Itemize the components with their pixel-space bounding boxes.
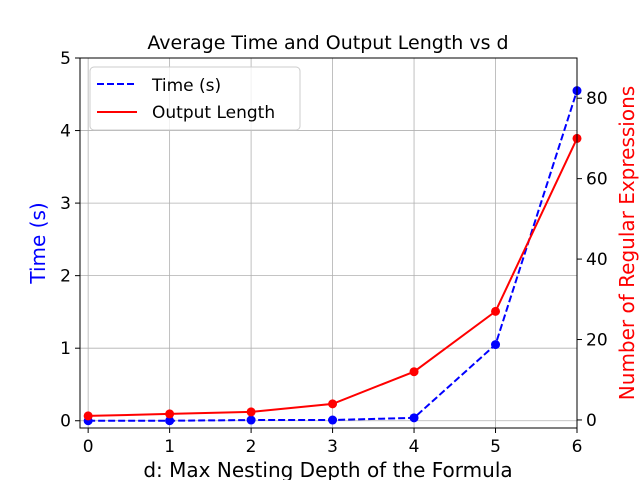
right-y-axis-ticks: 0 20 40 60 80	[577, 89, 608, 431]
x-axis-ticks: 0 1 2 3 4 5 6	[83, 428, 583, 457]
left-y-axis-ticks: 0 1 2 3 4 5	[60, 49, 80, 432]
right-y-tick-label-1: 20	[586, 331, 608, 351]
legend-time-label: Time (s)	[151, 76, 221, 96]
point-time-3	[328, 415, 338, 425]
x-tick-label-1: 1	[164, 437, 175, 457]
chart-title: Average Time and Output Length vs d	[147, 32, 508, 54]
legend-output-label: Output Length	[152, 103, 275, 123]
legend: Time (s) Output Length	[89, 66, 301, 131]
left-y-tick-label-2: 2	[60, 267, 71, 287]
point-time-5	[491, 340, 501, 350]
point-output-3	[328, 399, 338, 409]
left-y-tick-label-1: 1	[60, 339, 71, 359]
plot-frame	[79, 57, 578, 429]
x-tick-label-0: 0	[83, 437, 94, 457]
right-y-tick-label-4: 80	[586, 89, 608, 109]
point-output-4	[409, 367, 419, 377]
point-output-5	[491, 306, 501, 316]
x-tick-label-4: 4	[409, 437, 420, 457]
left-y-tick-label-4: 4	[60, 122, 71, 142]
left-y-axis-label: Time (s)	[26, 202, 50, 284]
point-output-2	[246, 407, 256, 417]
right-y-axis-label: Number of Regular Expressions	[615, 86, 639, 400]
point-time-1	[165, 416, 175, 426]
point-output-1	[165, 409, 175, 419]
right-y-tick-label-0: 0	[586, 411, 597, 431]
x-tick-label-5: 5	[490, 437, 501, 457]
series-time	[83, 86, 582, 426]
x-axis-label: d: Max Nesting Depth of the Formula	[143, 458, 512, 480]
x-tick-label-2: 2	[246, 437, 257, 457]
x-tick-label-6: 6	[572, 437, 583, 457]
point-time-4	[409, 413, 419, 423]
left-y-tick-label-0: 0	[60, 412, 71, 432]
right-y-tick-label-3: 60	[586, 170, 608, 190]
series-output	[83, 133, 582, 421]
point-time-2	[246, 415, 256, 425]
right-y-tick-label-2: 40	[586, 250, 608, 270]
point-output-0	[83, 411, 93, 421]
x-tick-label-3: 3	[327, 437, 338, 457]
left-y-tick-label-3: 3	[60, 194, 71, 214]
left-y-tick-label-5: 5	[60, 49, 71, 69]
legend-box	[89, 66, 301, 131]
